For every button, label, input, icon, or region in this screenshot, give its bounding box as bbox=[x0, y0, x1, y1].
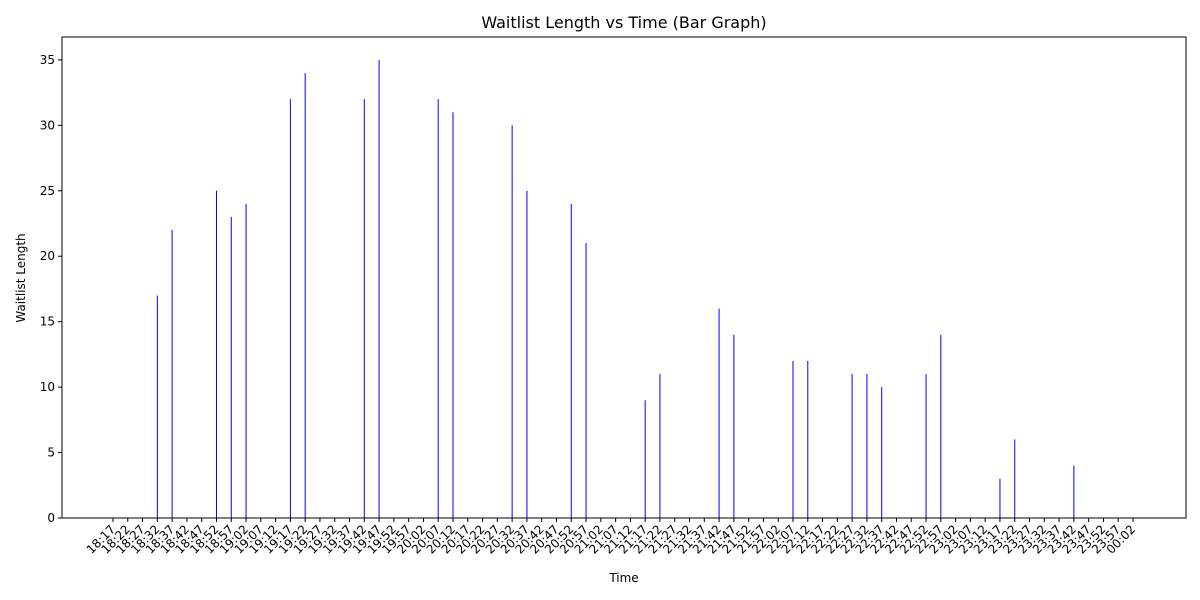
bar bbox=[378, 59, 380, 519]
bar bbox=[792, 360, 794, 518]
y-tick-label: 5 bbox=[47, 446, 55, 460]
y-tick-label: 20 bbox=[40, 249, 55, 263]
bar bbox=[363, 99, 365, 518]
bar bbox=[940, 334, 942, 518]
bar bbox=[851, 374, 853, 518]
bar bbox=[1014, 439, 1016, 518]
y-tick-label: 0 bbox=[47, 511, 55, 525]
bar bbox=[999, 478, 1001, 518]
bar bbox=[733, 334, 735, 518]
plot-frame bbox=[61, 36, 1187, 519]
bar bbox=[230, 216, 232, 518]
bar bbox=[304, 72, 306, 518]
bar bbox=[1073, 465, 1075, 518]
y-tick-label: 10 bbox=[40, 380, 55, 394]
bar bbox=[215, 190, 217, 518]
bar bbox=[644, 400, 646, 518]
bar bbox=[881, 387, 883, 518]
bar bbox=[526, 190, 528, 518]
bar bbox=[437, 99, 439, 518]
bar bbox=[807, 360, 809, 518]
y-tick-label: 25 bbox=[40, 184, 55, 198]
bar bbox=[171, 230, 173, 518]
bar bbox=[156, 295, 158, 518]
bar bbox=[585, 243, 587, 518]
bar bbox=[718, 308, 720, 518]
x-axis-label: Time bbox=[608, 571, 638, 585]
y-axis-label: Waitlist Length bbox=[14, 233, 28, 322]
bar bbox=[452, 112, 454, 518]
bar bbox=[866, 374, 868, 518]
bar bbox=[289, 99, 291, 518]
y-tick-label: 15 bbox=[40, 315, 55, 329]
bar bbox=[925, 374, 927, 518]
chart-title: Waitlist Length vs Time (Bar Graph) bbox=[481, 13, 766, 32]
bar bbox=[245, 203, 247, 518]
y-tick-label: 35 bbox=[40, 53, 55, 67]
bar bbox=[659, 374, 661, 518]
y-tick-label: 30 bbox=[40, 118, 55, 132]
bar bbox=[570, 203, 572, 518]
bar bbox=[511, 125, 513, 519]
